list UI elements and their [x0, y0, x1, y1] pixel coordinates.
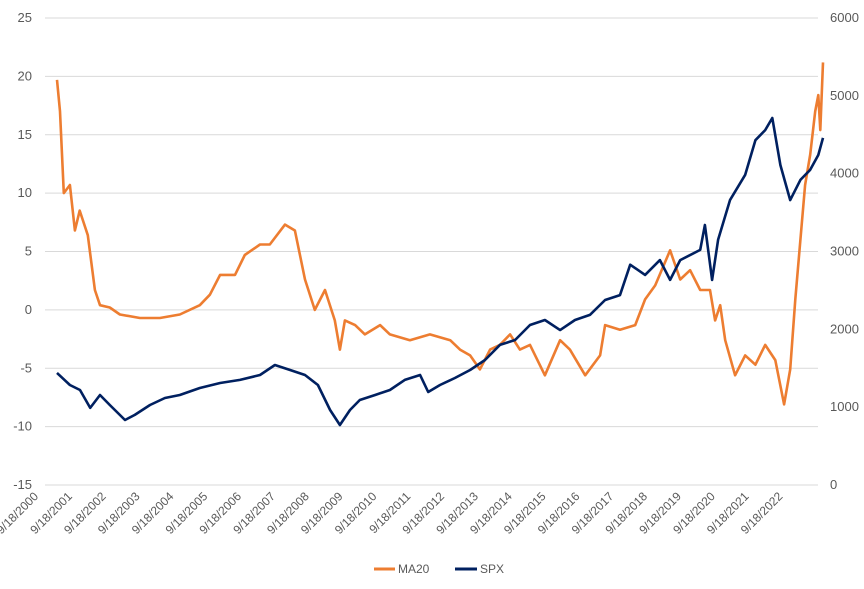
- left-tick-label: 20: [18, 68, 32, 83]
- gridlines: [45, 17, 818, 486]
- right-tick-label: 5000: [830, 88, 859, 103]
- right-tick-label: 2000: [830, 321, 859, 336]
- right-axis-ticks: 0 1000 2000 3000 4000 5000 6000: [830, 10, 859, 492]
- right-tick-label: 4000: [830, 166, 859, 181]
- legend-label-ma20: MA20: [398, 562, 430, 576]
- legend-label-spx: SPX: [480, 562, 504, 576]
- left-tick-label: 5: [25, 244, 32, 259]
- right-tick-label: 0: [830, 477, 837, 492]
- right-tick-label: 3000: [830, 244, 859, 259]
- left-tick-label: 10: [18, 185, 32, 200]
- left-tick-label: 0: [25, 302, 32, 317]
- left-axis-ticks: -15 -10 -5 0 5 10 15 20 25: [13, 10, 32, 492]
- right-tick-label: 1000: [830, 399, 859, 414]
- series-line-spx: [56, 116, 825, 427]
- left-tick-label: -5: [20, 360, 32, 375]
- left-tick-label: 25: [18, 10, 32, 25]
- series-line-ma20: [55, 62, 825, 406]
- left-tick-label: -15: [13, 477, 32, 492]
- right-tick-label: 6000: [830, 10, 859, 25]
- x-axis-ticks: 9/18/20009/18/20019/18/20029/18/20039/18…: [0, 489, 786, 537]
- left-tick-label: 15: [18, 127, 32, 142]
- series-lines: [55, 62, 825, 427]
- legend: MA20 SPX: [374, 562, 504, 576]
- left-tick-label: -10: [13, 419, 32, 434]
